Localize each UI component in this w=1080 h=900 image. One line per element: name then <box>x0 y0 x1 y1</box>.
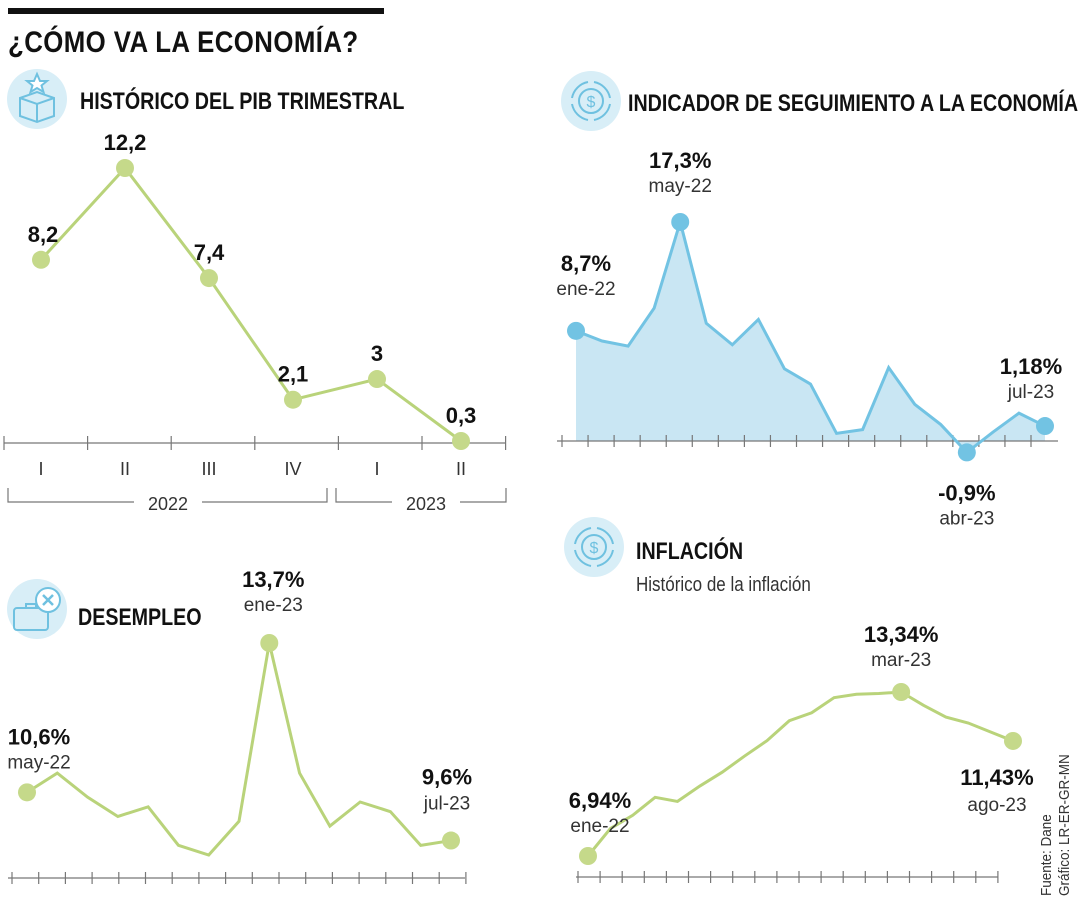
data-point <box>567 321 585 340</box>
data-point <box>260 634 279 652</box>
data-point <box>892 683 911 701</box>
tick-label: II <box>456 459 466 479</box>
data-label: 12,2 <box>104 130 147 155</box>
money-cycle-icon: $ <box>564 517 624 577</box>
year-label: 2022 <box>148 494 188 514</box>
pib-title: HISTÓRICO DEL PIB TRIMESTRAL <box>80 88 405 115</box>
data-label: 1,18% <box>1000 354 1062 379</box>
date-label: jul-23 <box>423 794 470 815</box>
date-label: abr-23 <box>939 508 994 529</box>
data-label: 13,34% <box>864 622 939 647</box>
year-label-bg <box>134 492 202 514</box>
source-line: Fuente: Dane <box>1038 814 1055 896</box>
isee-title: INDICADOR DE SEGUIMIENTO A LA ECONOMÍA <box>628 90 1079 117</box>
date-label: jul-23 <box>1007 382 1054 403</box>
data-label: 11,43% <box>960 765 1033 790</box>
unemployment-icon <box>7 579 67 639</box>
year-label-bg <box>392 492 460 514</box>
inflacion-chart: 6,94% ene-22 13,34% mar-23 11,43% ago-23 <box>569 622 1034 883</box>
date-label: ago-23 <box>967 795 1026 816</box>
data-point <box>957 443 976 462</box>
pib-chart: 8,2 I 12,2 II 7,4 III 2,1 IV 3 I 0,3 II 2022 2023 <box>3 130 507 514</box>
tick-label: I <box>38 459 43 479</box>
top-rule <box>8 8 384 14</box>
tick-label: II <box>120 459 130 479</box>
data-point <box>284 390 302 409</box>
tick-label: III <box>201 459 216 479</box>
page-title: ¿CÓMO VA LA ECONOMÍA? <box>8 26 359 59</box>
date-label: may-22 <box>649 176 712 197</box>
money-cycle-icon: $ <box>561 71 621 131</box>
series-line <box>586 690 1014 857</box>
isee-chart: 8,7% ene-22 17,3% may-22 -0,9% abr-23 1,18% jul… <box>556 148 1062 529</box>
data-point <box>18 783 36 802</box>
data-label: 0,3 <box>446 403 477 428</box>
inflacion-title: INFLACIÓN <box>636 538 744 565</box>
data-label: 2,1 <box>278 362 309 387</box>
date-label: mar-23 <box>871 650 931 671</box>
data-label: 17,3% <box>649 148 711 173</box>
tick-label: I <box>374 459 379 479</box>
data-label: 9,6% <box>422 765 472 790</box>
data-point <box>452 432 470 450</box>
data-point <box>671 213 690 231</box>
desempleo-chart: 10,6% may-22 13,7% ene-23 9,6% jul-23 <box>7 570 472 884</box>
data-point <box>1036 417 1054 436</box>
data-point <box>116 159 134 177</box>
data-point <box>442 831 460 850</box>
data-point <box>32 250 50 269</box>
data-point <box>368 370 386 389</box>
data-label: 8,7% <box>561 251 611 276</box>
data-label: 7,4 <box>194 240 225 265</box>
date-label: may-22 <box>7 752 70 773</box>
series-line <box>26 642 452 857</box>
svg-text:$: $ <box>590 540 599 557</box>
date-label: ene-22 <box>570 816 629 837</box>
data-label: 3 <box>371 341 383 366</box>
data-label: 10,6% <box>8 724 70 749</box>
data-label: 13,7% <box>242 570 304 592</box>
series-area <box>576 222 1045 453</box>
inflacion-subtitle: Histórico de la inflación <box>636 574 811 596</box>
tick-label: IV <box>284 459 301 479</box>
box-star-icon <box>7 69 67 129</box>
data-point <box>579 847 597 865</box>
date-label: ene-22 <box>556 279 615 300</box>
svg-text:$: $ <box>587 94 596 111</box>
data-label: 8,2 <box>28 222 59 247</box>
series-line <box>39 165 462 443</box>
source-note: Fuente: Dane Gráfico: LR-ER-GR-MN <box>1038 738 1074 896</box>
data-point <box>1004 731 1022 750</box>
data-label: 6,94% <box>569 788 631 813</box>
credit-line: Gráfico: LR-ER-GR-MN <box>1056 754 1073 896</box>
year-label: 2023 <box>406 494 446 514</box>
data-label: -0,9% <box>938 480 995 505</box>
date-label: ene-23 <box>244 595 303 616</box>
data-point <box>200 269 218 288</box>
desempleo-title: DESEMPLEO <box>78 604 202 631</box>
